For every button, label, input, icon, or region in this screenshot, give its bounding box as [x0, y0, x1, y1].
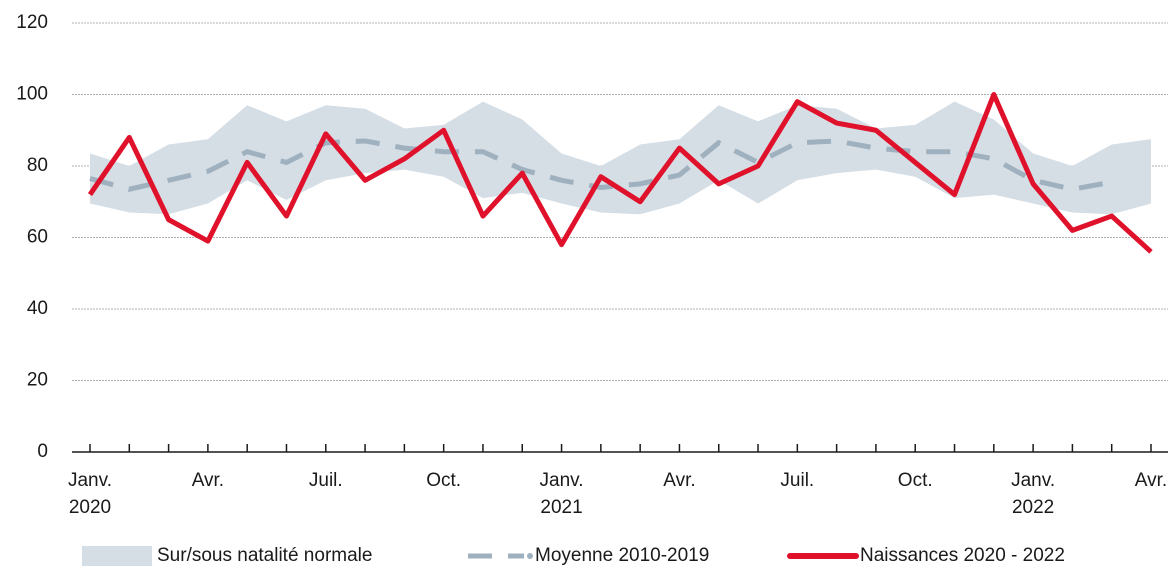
y-tick-label: 120 [16, 12, 48, 33]
y-tick-label: 0 [37, 441, 48, 462]
x-tick-label: Janv. 2022 [1011, 470, 1055, 518]
legend-label: Sur/sous natalité normale [157, 545, 372, 566]
y-tick-label: 60 [27, 227, 48, 248]
x-tick-label: Avr. [192, 470, 224, 491]
y-tick-label: 80 [27, 155, 48, 176]
x-tick-label: Juil. [309, 470, 343, 491]
x-tick-label: Avr. [1135, 470, 1167, 491]
x-tick-label: Oct. [426, 470, 461, 491]
legend-label: Moyenne 2010-2019 [535, 545, 709, 566]
y-tick-label: 40 [27, 298, 48, 319]
legend-swatch [527, 553, 533, 559]
x-tick-label: Avr. [663, 470, 695, 491]
legend-swatch [82, 546, 152, 566]
births-line [87, 92, 1153, 254]
x-tick-label: Janv. 2021 [540, 470, 584, 518]
legend-label: Naissances 2020 - 2022 [860, 545, 1065, 566]
x-tick-label: Janv. 2020 [68, 470, 112, 518]
x-tick-label: Juil. [780, 470, 814, 491]
y-tick-label: 20 [27, 370, 48, 391]
normal-band [90, 101, 1151, 215]
y-tick-label: 100 [16, 84, 48, 105]
average-line [89, 138, 1113, 192]
x-tick-label: Oct. [898, 470, 933, 491]
